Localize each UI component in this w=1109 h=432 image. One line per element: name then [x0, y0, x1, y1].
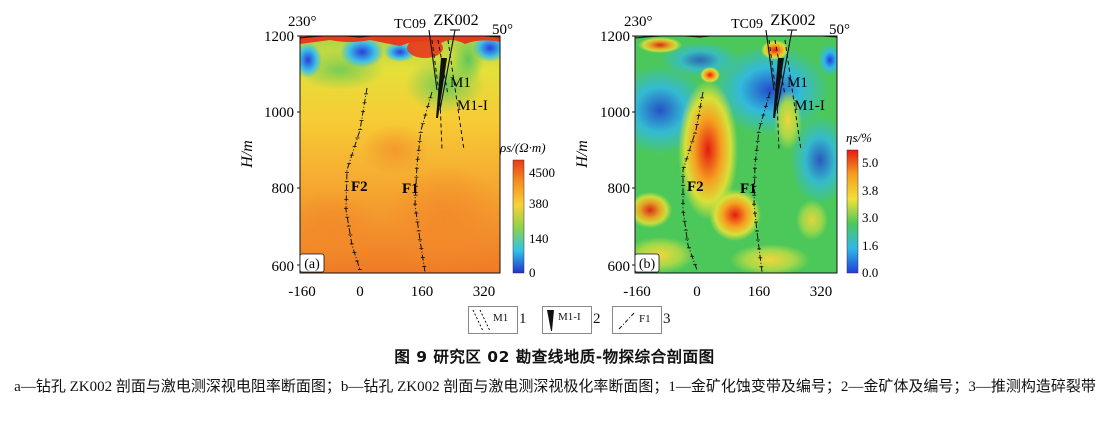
orebody-m1-i-b [773, 58, 784, 118]
azimuth-left-a: 230° [288, 14, 317, 30]
legend-number-2: 2 [593, 311, 601, 327]
legend-number-3: 3 [663, 311, 671, 327]
svg-text:1000: 1000 [264, 105, 294, 121]
drill-label-tc09-b: TC09 [731, 17, 763, 32]
svg-text:5.0: 5.0 [862, 155, 878, 170]
legend-symbol-orebody: M1-I [542, 306, 592, 334]
svg-text:1200: 1200 [264, 29, 294, 45]
drill-label-tc09-a: TC09 [394, 17, 426, 32]
x-axis-b: -160 0 160 320 [623, 284, 832, 300]
legend-number-1: 1 [519, 311, 527, 327]
svg-text:0: 0 [529, 265, 536, 280]
svg-text:1.6: 1.6 [862, 238, 879, 253]
resistivity-field [300, 36, 500, 273]
figure-caption-body: a—钻孔 ZK002 剖面与激电测深视电阻率断面图；b—钻孔 ZK002 剖面与… [14, 379, 1096, 395]
panel-a-frame [299, 35, 501, 274]
fault-label-f2-b: F2 [687, 179, 704, 195]
zone-label-m1-b: M1 [787, 75, 808, 91]
fault-label-f1-a: F1 [402, 181, 419, 197]
panel-b-frame [634, 35, 838, 274]
zone-label-m1i-a: M1-I [457, 98, 488, 114]
legend-label-f1: F1 [639, 313, 651, 325]
colorbar-title-a: ρs/(Ω·m) [499, 140, 546, 155]
svg-text:3.8: 3.8 [862, 183, 878, 198]
fault-label-f1-b: F1 [740, 181, 757, 197]
zone-label-m1-a: M1 [450, 75, 471, 91]
svg-text:-160: -160 [288, 284, 316, 300]
panel-a: TC09 ZK002 230° 50° M1 M1-I F2 F1 (a) 12… [239, 12, 555, 300]
svg-text:3.0: 3.0 [862, 210, 878, 225]
svg-text:600: 600 [608, 259, 631, 275]
chargeability-field [635, 36, 837, 273]
alteration-zone-m1-a [431, 39, 465, 151]
svg-text:160: 160 [748, 284, 771, 300]
colorbar-title-b: ηs/% [846, 130, 872, 145]
panel-b-label: (b) [639, 257, 656, 272]
y-axis-a: 1200 1000 800 600 [264, 29, 300, 275]
alteration-zone-m1-b [768, 39, 802, 151]
y-axis-b: 1200 1000 800 600 [600, 29, 635, 275]
panel-b-label-box [634, 253, 660, 273]
fault-f1-b [753, 91, 771, 273]
legend-label-m1: M1 [493, 312, 509, 324]
azimuth-right-b: 50° [829, 22, 850, 38]
colorbar-b: ηs/% 5.0 3.8 3.0 1.6 0.0 [846, 130, 879, 280]
panel-a-label-box [299, 253, 325, 273]
svg-text:0: 0 [356, 284, 364, 300]
svg-text:320: 320 [473, 284, 496, 300]
ylabel-b: H/m [574, 140, 591, 169]
drillhole-lines-a [428, 29, 460, 111]
svg-text:800: 800 [608, 181, 631, 197]
ylabel-a: H/m [239, 140, 256, 169]
drill-label-zk002-a: ZK002 [433, 12, 478, 29]
svg-text:800: 800 [272, 181, 295, 197]
fault-label-f2-a: F2 [351, 179, 368, 195]
svg-text:160: 160 [411, 284, 434, 300]
panel-a-label: (a) [304, 257, 320, 272]
azimuth-right-a: 50° [492, 22, 513, 38]
svg-text:1200: 1200 [600, 29, 630, 45]
svg-text:1000: 1000 [600, 105, 630, 121]
fault-f2-b [682, 91, 704, 271]
figure-caption-title: 图 9 研究区 02 勘查线地质-物探综合剖面图 [394, 348, 715, 366]
orebody-m1-i-a [436, 58, 447, 118]
drill-label-zk002-b: ZK002 [770, 12, 815, 29]
svg-text:380: 380 [529, 196, 549, 211]
svg-text:320: 320 [810, 284, 833, 300]
panel-b: TC09 ZK002 230° 50° M1 M1-I F2 F1 (b) 12… [574, 12, 879, 300]
svg-text:-160: -160 [623, 284, 651, 300]
fault-f1-a [414, 91, 433, 273]
legend-symbol-fault: F1 [612, 306, 662, 334]
svg-text:4500: 4500 [529, 165, 555, 180]
azimuth-left-b: 230° [624, 14, 653, 30]
colorbar-a: ρs/(Ω·m) 4500 380 140 0 [499, 140, 555, 280]
svg-text:600: 600 [272, 259, 295, 275]
drillhole-lines-b [765, 29, 797, 111]
svg-text:0.0: 0.0 [862, 265, 878, 280]
legend-label-m1i: M1-I [558, 311, 581, 323]
x-axis-a: -160 0 160 320 [288, 284, 495, 300]
figure-svg: TC09 ZK002 230° 50° M1 M1-I F2 F1 (a) 12… [239, 12, 879, 300]
svg-text:0: 0 [693, 284, 701, 300]
svg-text:140: 140 [529, 231, 549, 246]
legend-symbol-alteration-zone: M1 [468, 306, 518, 334]
zone-label-m1i-b: M1-I [794, 98, 825, 114]
